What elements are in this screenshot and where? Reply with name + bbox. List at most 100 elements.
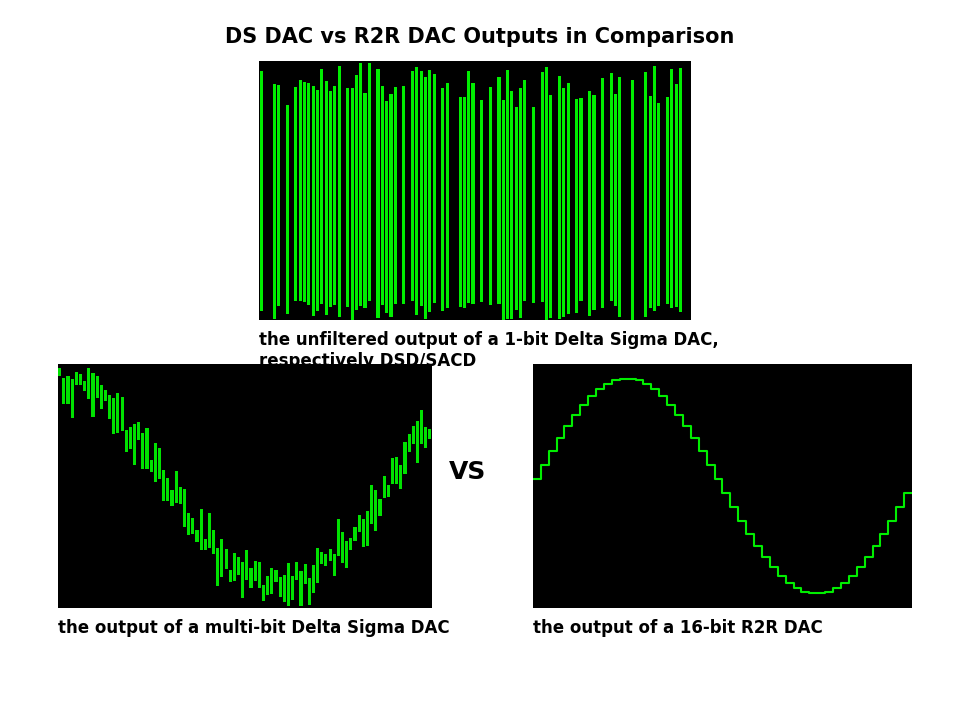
Bar xyxy=(511,91,514,319)
Bar xyxy=(480,100,483,302)
Bar xyxy=(350,89,353,320)
Text: the output of a 16-bit R2R DAC: the output of a 16-bit R2R DAC xyxy=(533,619,823,637)
Bar xyxy=(347,88,349,307)
Bar xyxy=(563,89,565,317)
Bar xyxy=(442,89,444,311)
Bar xyxy=(266,576,269,595)
Bar xyxy=(324,81,327,315)
Bar xyxy=(154,443,156,482)
Bar xyxy=(408,434,411,452)
Bar xyxy=(374,490,377,531)
Bar xyxy=(262,585,265,601)
Bar xyxy=(253,561,256,582)
Bar xyxy=(416,420,419,463)
Bar xyxy=(278,577,281,597)
Bar xyxy=(121,397,124,431)
Bar xyxy=(300,571,302,606)
Bar xyxy=(355,75,358,310)
Bar xyxy=(364,94,367,308)
Bar xyxy=(59,369,61,376)
Bar xyxy=(366,510,369,546)
Bar xyxy=(632,80,635,320)
Bar xyxy=(246,550,249,580)
Bar xyxy=(183,489,186,527)
Bar xyxy=(420,71,422,305)
Bar xyxy=(459,97,462,307)
Bar xyxy=(286,105,289,315)
Bar xyxy=(394,87,396,305)
Bar xyxy=(308,578,311,606)
Bar xyxy=(166,478,169,501)
Bar xyxy=(412,426,415,444)
Bar xyxy=(390,94,393,317)
Bar xyxy=(333,554,336,576)
Bar xyxy=(150,459,153,472)
Bar xyxy=(146,428,149,469)
Bar xyxy=(228,570,231,582)
Bar xyxy=(187,513,190,536)
Bar xyxy=(489,87,492,305)
Bar xyxy=(296,562,299,580)
Bar xyxy=(75,372,78,385)
Bar xyxy=(540,72,543,302)
Bar xyxy=(307,84,310,305)
Bar xyxy=(463,97,466,308)
Bar xyxy=(359,63,362,306)
Bar xyxy=(519,88,522,318)
Bar xyxy=(133,424,136,465)
Bar xyxy=(424,427,427,448)
Bar xyxy=(666,96,669,304)
Bar xyxy=(675,84,678,307)
Bar xyxy=(79,374,82,385)
Bar xyxy=(338,66,341,317)
Bar xyxy=(312,565,315,593)
Bar xyxy=(316,548,319,583)
Bar xyxy=(271,567,274,594)
Bar xyxy=(204,539,206,550)
Bar xyxy=(96,376,99,398)
Bar xyxy=(104,390,107,401)
Bar xyxy=(275,570,277,582)
Bar xyxy=(502,100,505,320)
Bar xyxy=(358,515,361,531)
Bar xyxy=(399,465,402,489)
Bar xyxy=(91,373,94,417)
Bar xyxy=(287,563,290,606)
Bar xyxy=(653,66,656,311)
Bar xyxy=(468,71,470,302)
Bar xyxy=(403,442,406,474)
Bar xyxy=(241,562,244,598)
Bar xyxy=(312,86,315,316)
Bar xyxy=(277,84,280,306)
Bar xyxy=(191,518,194,534)
Bar xyxy=(87,369,90,400)
Bar xyxy=(416,67,419,315)
Bar xyxy=(383,476,386,498)
Bar xyxy=(221,539,224,577)
Bar xyxy=(179,487,181,504)
Bar xyxy=(283,575,286,603)
Bar xyxy=(162,469,165,501)
Bar xyxy=(141,433,144,469)
Bar xyxy=(411,71,414,301)
Bar xyxy=(396,457,398,485)
Bar xyxy=(291,576,294,600)
Bar xyxy=(523,81,526,301)
Bar xyxy=(601,78,604,308)
Text: the output of a multi-bit Delta Sigma DAC: the output of a multi-bit Delta Sigma DA… xyxy=(58,619,449,637)
Bar xyxy=(303,564,306,584)
Bar xyxy=(566,83,569,314)
Bar xyxy=(588,91,591,315)
Bar xyxy=(200,508,203,550)
Bar xyxy=(158,448,161,479)
Text: VS: VS xyxy=(449,459,486,484)
Bar xyxy=(614,94,617,307)
Bar xyxy=(349,538,352,550)
Bar xyxy=(420,410,423,444)
Bar xyxy=(649,96,652,308)
Bar xyxy=(321,552,324,564)
Bar xyxy=(333,86,336,305)
Bar xyxy=(250,568,252,588)
Bar xyxy=(545,67,548,320)
Bar xyxy=(337,519,340,556)
